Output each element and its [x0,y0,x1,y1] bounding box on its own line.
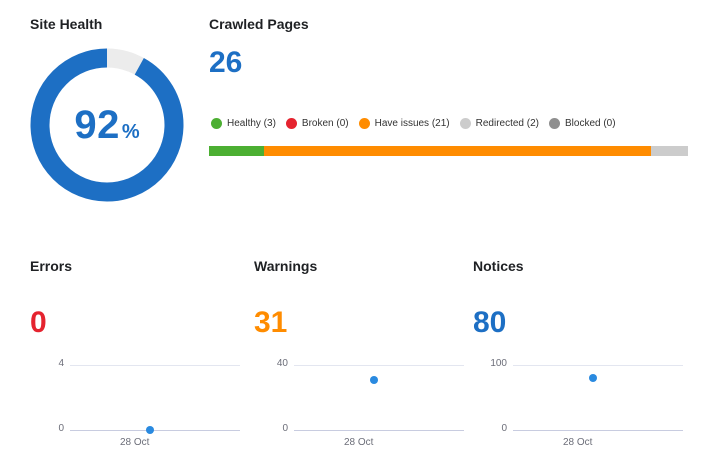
site-health-percentage: 92 % [30,48,184,202]
legend-item[interactable]: Healthy (3) [211,118,276,129]
crawled-pages-legend: Healthy (3) Broken (0) Have issues (21) Red… [211,118,626,129]
legend-item[interactable]: Redirected (2) [459,118,539,129]
donut-value-arc [30,48,184,202]
errors-tick-bottom: 0 [58,423,64,434]
notices-grid-line [513,365,683,366]
notices-tick-bottom: 0 [501,423,507,434]
notices-x-label: 28 Oct [563,437,593,448]
errors-tick-top: 4 [58,358,64,369]
notices-value[interactable]: 80 [473,306,507,339]
legend-label: Broken (0) [301,118,349,129]
legend-dot-icon [285,118,297,129]
legend-item[interactable]: Blocked (0) [548,118,616,129]
warnings-axis-line [294,430,464,431]
legend-dot-icon [459,118,471,129]
errors-value[interactable]: 0 [30,306,47,339]
warnings-x-label: 28 Oct [344,437,374,448]
site-health-unit: % [121,120,140,143]
errors-data-point[interactable] [146,426,154,434]
legend-item[interactable]: Broken (0) [285,118,349,129]
crawled-pages-bar [209,146,688,156]
crawled-pages-title: Crawled Pages [209,16,309,32]
warnings-data-point[interactable] [370,375,378,384]
warnings-value[interactable]: 31 [254,306,288,339]
notices-title: Notices [473,258,524,274]
legend-label: Healthy (3) [227,118,276,129]
legend-label: Have issues (21) [374,118,450,129]
crawled-pages-count[interactable]: 26 [209,46,243,79]
warnings-grid-line [294,365,464,366]
legend-dot-icon [211,118,222,129]
errors-axis-line [70,430,240,431]
warnings-tick-top: 40 [276,358,288,369]
legend-dot-icon [548,118,560,129]
notices-tick-top: 100 [490,358,507,369]
legend-item[interactable]: Have issues (21) [358,118,450,129]
legend-dot-icon [358,118,370,129]
bar-segment[interactable] [264,146,652,156]
notices-data-point[interactable] [589,374,597,382]
errors-title: Errors [30,258,73,274]
errors-grid-line [70,365,240,366]
errors-x-label: 28 Oct [120,437,150,448]
legend-label: Redirected (2) [475,118,539,129]
site-health-title: Site Health [30,16,103,32]
bar-segment[interactable] [651,146,688,156]
warnings-tick-bottom: 0 [282,423,288,434]
bar-segment[interactable] [209,146,265,156]
site-health-donut [30,48,184,202]
site-health-value: 92 [74,102,120,147]
warnings-title: Warnings [254,258,318,274]
notices-axis-line [513,430,683,431]
legend-label: Blocked (0) [564,118,616,129]
